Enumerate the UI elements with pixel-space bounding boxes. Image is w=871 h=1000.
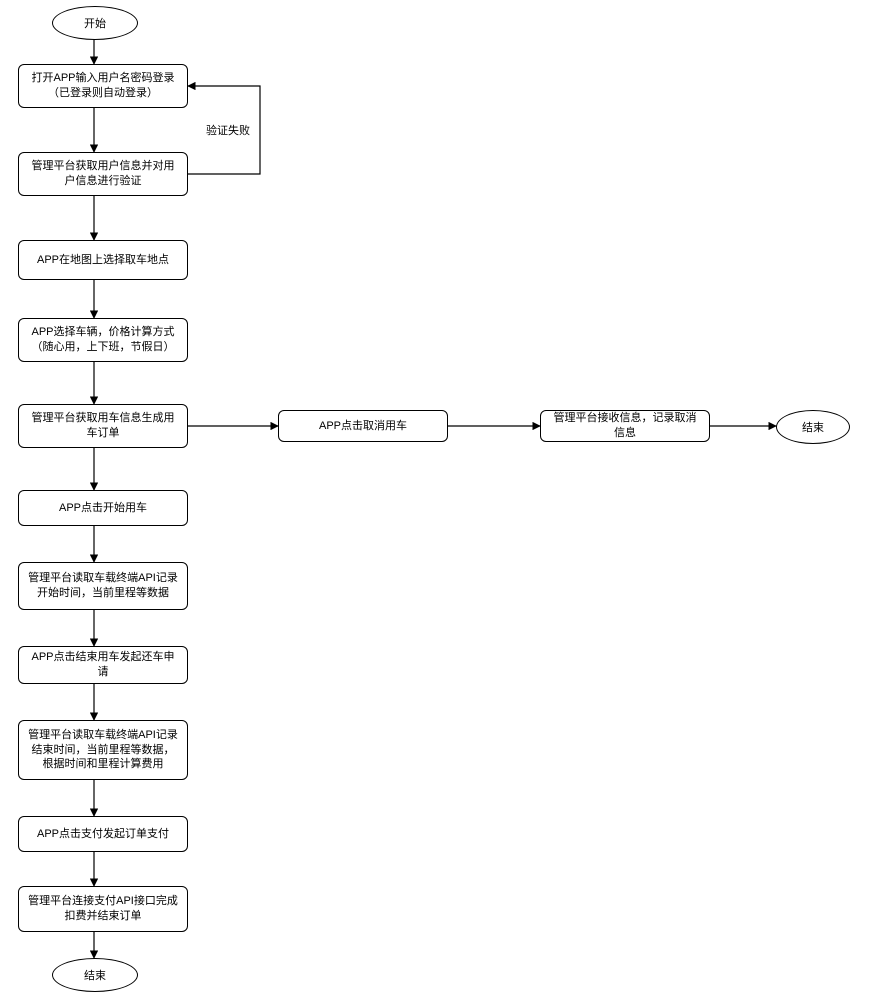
edge-label-fail: 验证失败 [206,122,250,138]
process-c1: APP点击取消用车 [278,410,448,442]
process-n4: APP选择车辆，价格计算方式（随心用，上下班，节假日） [18,318,188,362]
process-n5: 管理平台获取用车信息生成用车订单 [18,404,188,448]
terminator-start: 开始 [52,6,138,40]
process-n6: APP点击开始用车 [18,490,188,526]
process-c2: 管理平台接收信息，记录取消信息 [540,410,710,442]
process-n10: APP点击支付发起订单支付 [18,816,188,852]
process-n11: 管理平台连接支付API接口完成扣费并结束订单 [18,886,188,932]
process-n8: APP点击结束用车发起还车申请 [18,646,188,684]
flowchart-canvas: 开始打开APP输入用户名密码登录（已登录则自动登录） 管理平台获取用户信息并对用户… [0,0,871,1000]
process-n7: 管理平台读取车载终端API记录开始时间，当前里程等数据 [18,562,188,610]
terminator-end2: 结束 [776,410,850,444]
process-n3: APP在地图上选择取车地点 [18,240,188,280]
process-n2: 管理平台获取用户信息并对用户信息进行验证 [18,152,188,196]
process-n9: 管理平台读取车载终端API记录结束时间，当前里程等数据，根据时间和里程计算费用 [18,720,188,780]
terminator-end1: 结束 [52,958,138,992]
process-n1: 打开APP输入用户名密码登录（已登录则自动登录） [18,64,188,108]
